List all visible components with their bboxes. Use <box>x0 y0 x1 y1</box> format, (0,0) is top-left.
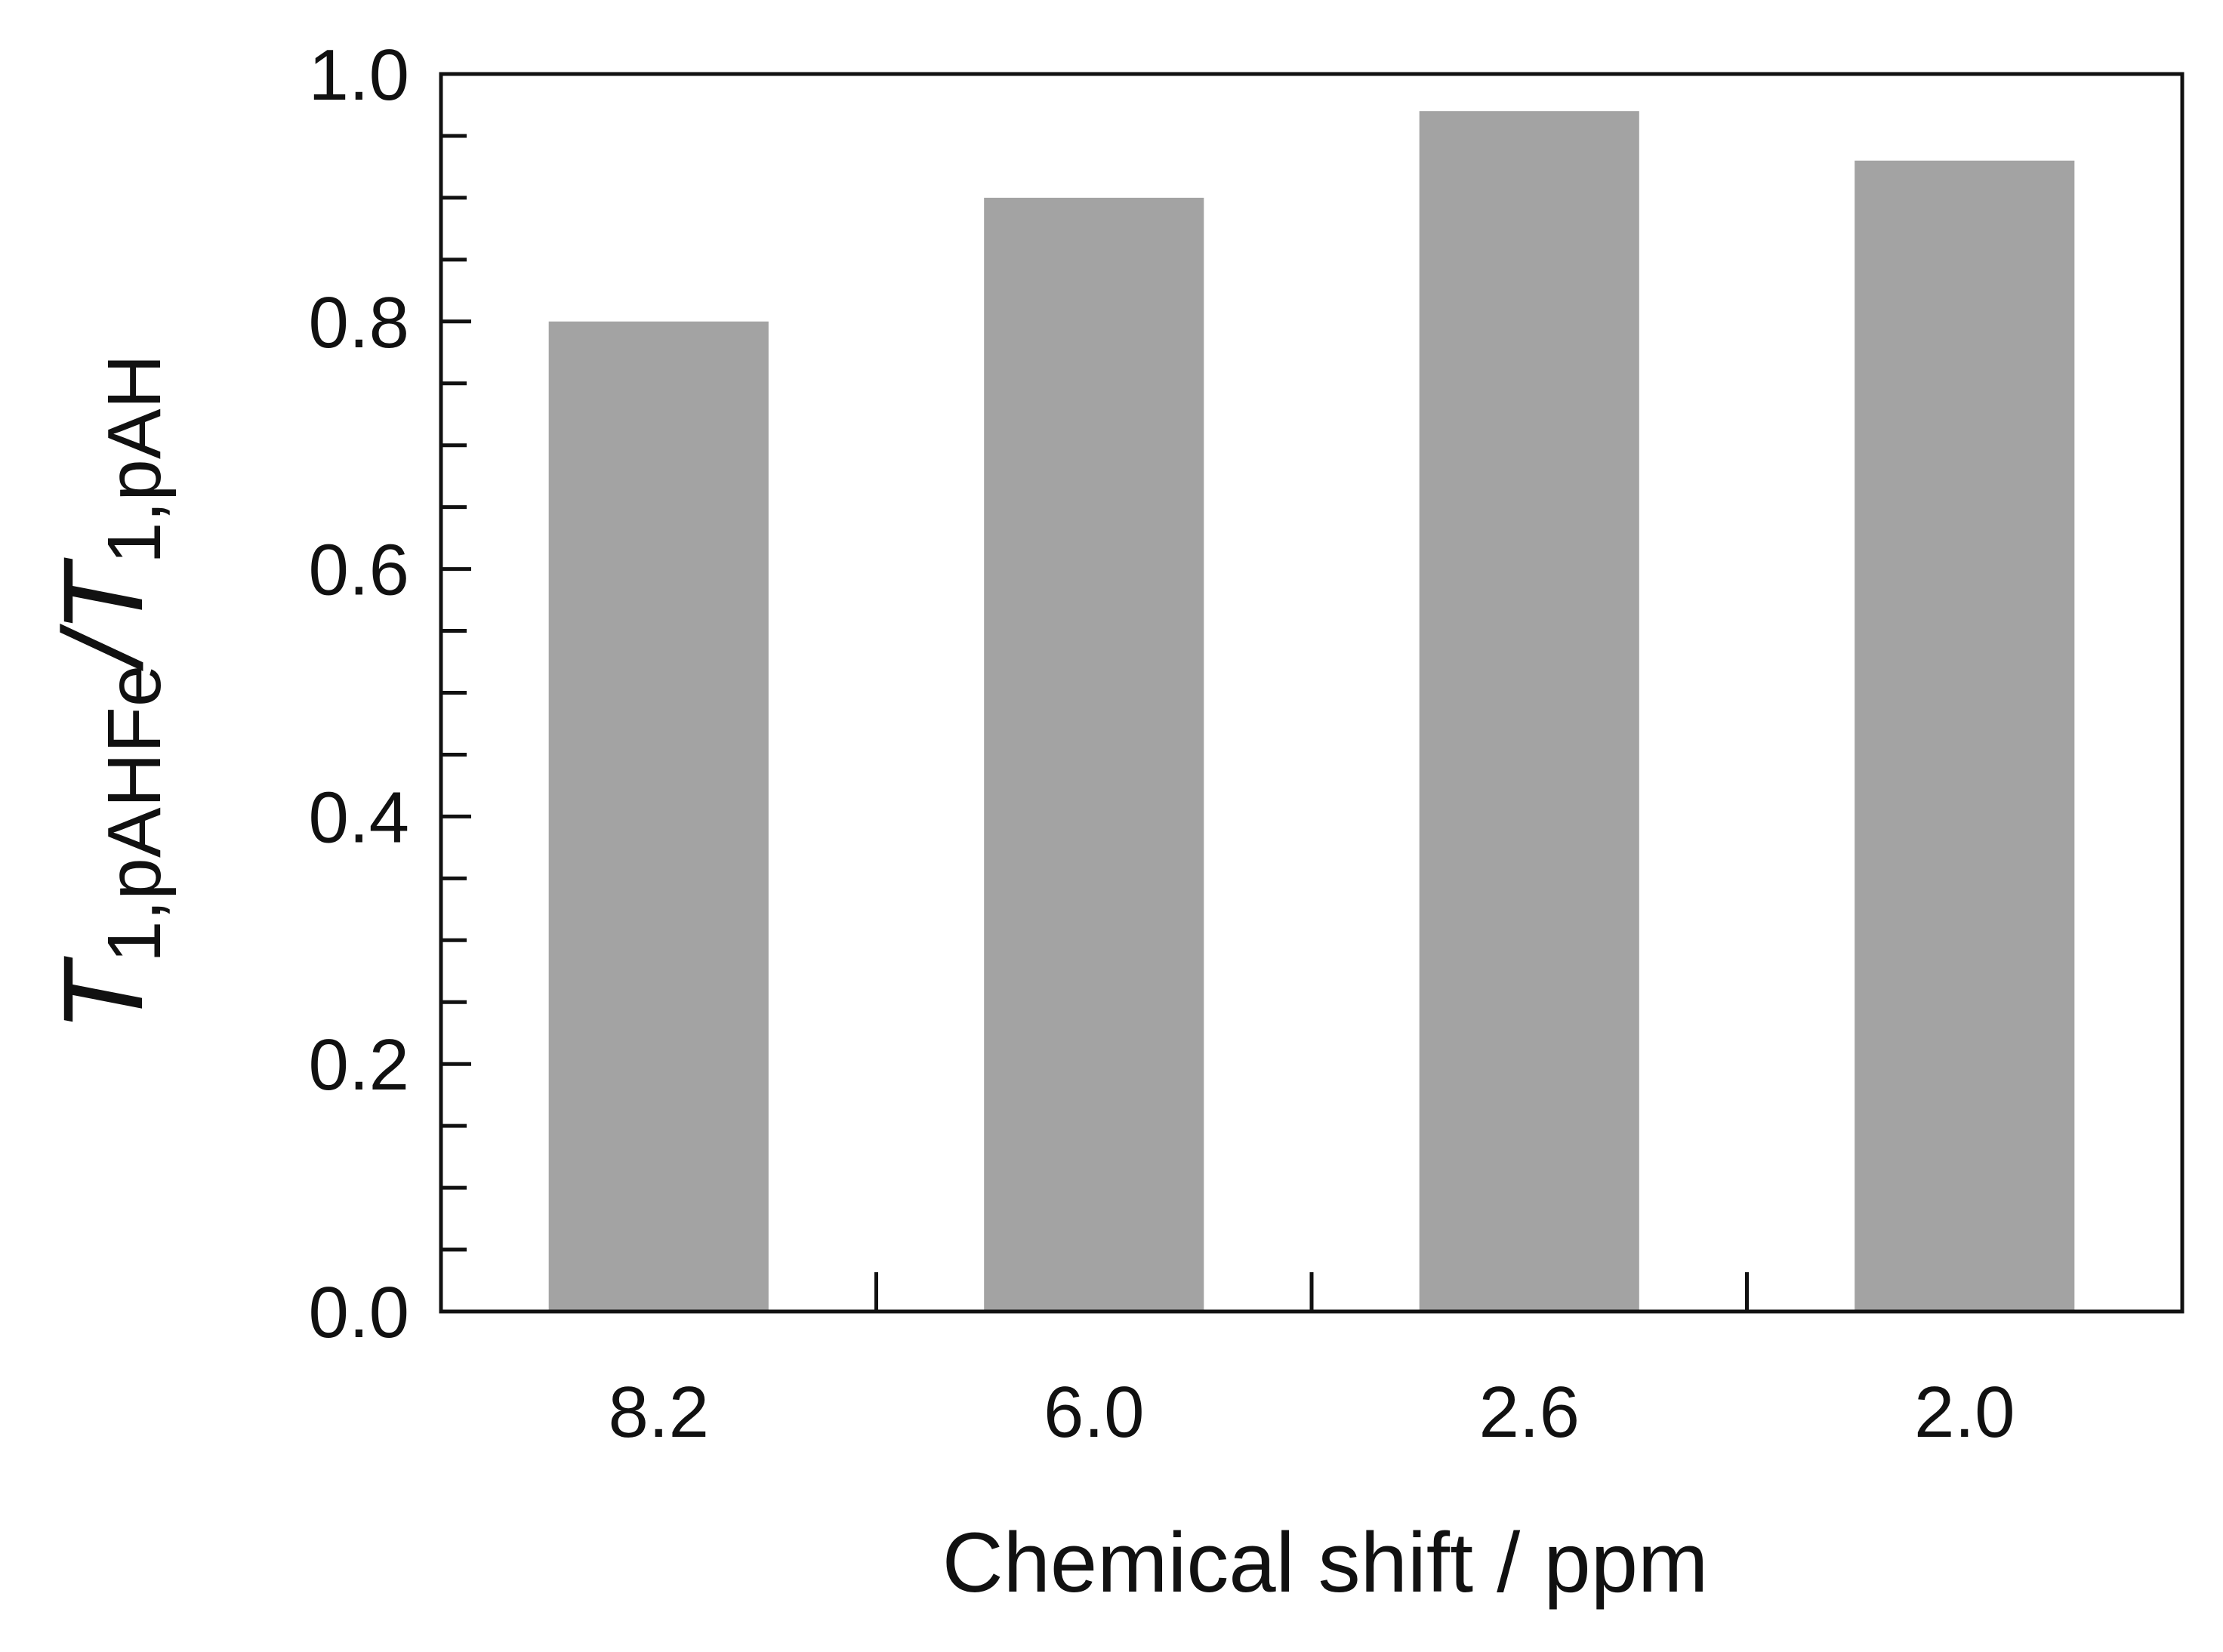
y-tick-label: 0.8 <box>309 282 409 363</box>
y-axis-title-sub2: 1,pAH <box>92 354 177 564</box>
y-ticks-group: 0.0 0.2 0.4 0.6 0.8 1.0 <box>309 35 471 1353</box>
bar-2.6 <box>1419 111 1639 1311</box>
x-tick-label: 2.0 <box>1914 1372 2015 1453</box>
x-axis-title: Chemical shift / ppm <box>942 1515 1709 1610</box>
y-axis-title-sub1: 1,pAHFe <box>92 664 177 963</box>
bar-2.0 <box>1855 160 2075 1312</box>
bar-8.2 <box>548 321 769 1311</box>
y-axis-title-t1: T <box>39 956 166 1032</box>
y-tick-label: 0.0 <box>309 1272 409 1353</box>
plot-frame <box>439 72 2184 1314</box>
x-tick-label: 2.6 <box>1479 1372 1580 1453</box>
y-axis-title-t2: T <box>39 557 166 633</box>
bars-group <box>548 111 2075 1312</box>
x-ticks-group: 8.2 6.0 2.6 2.0 <box>609 1272 2015 1453</box>
y-axis-title: T1,pAHFe/T1,pAH <box>39 354 177 1032</box>
x-tick-label: 8.2 <box>609 1372 709 1453</box>
y-tick-label: 0.2 <box>309 1025 409 1105</box>
y-tick-label: 1.0 <box>309 35 409 116</box>
x-tick-label: 6.0 <box>1044 1372 1144 1453</box>
y-tick-label: 0.6 <box>309 530 409 611</box>
y-tick-label: 0.4 <box>309 777 409 858</box>
bar-6.0 <box>984 197 1204 1311</box>
